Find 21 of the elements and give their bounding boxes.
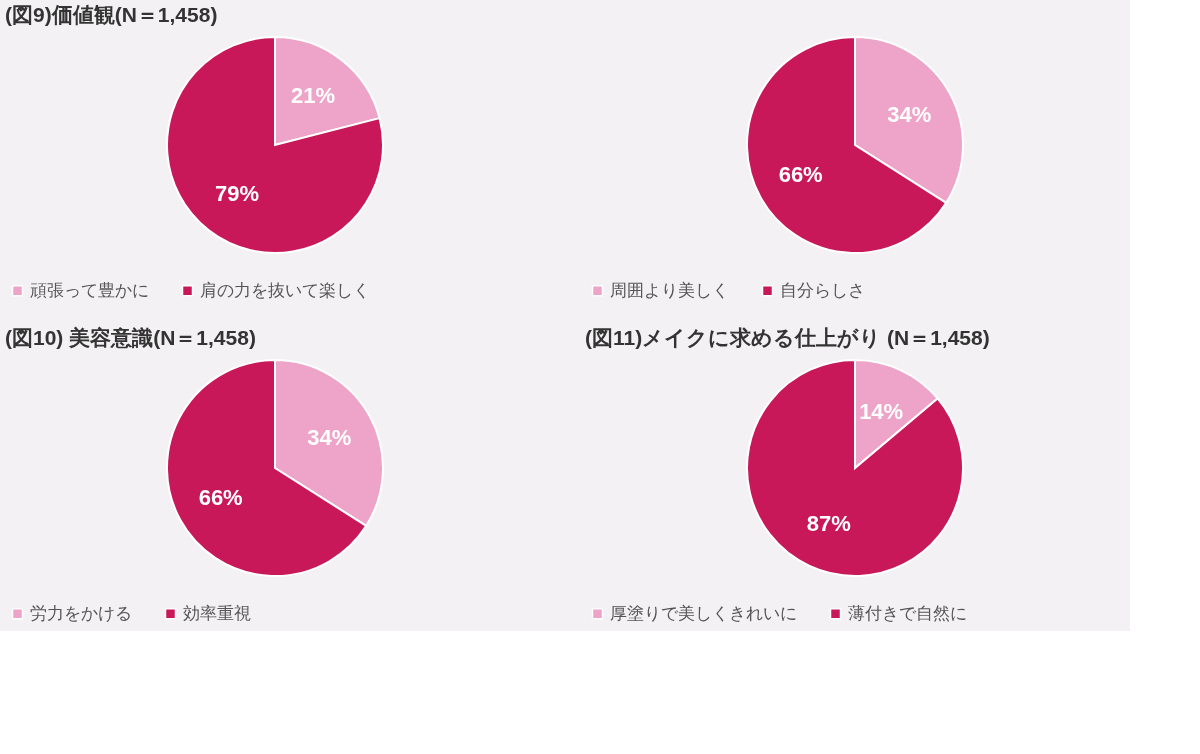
- data-label: 87%: [806, 511, 851, 537]
- legend-label: 効率重視: [183, 603, 251, 623]
- data-label: 14%: [859, 398, 904, 424]
- chart-title: (図9)価値観(N＝1,458): [5, 3, 218, 26]
- legend-label: 周囲より美しく: [610, 280, 729, 300]
- data-label: 34%: [887, 102, 932, 128]
- pie-slice: [166, 36, 384, 254]
- data-label: 66%: [778, 161, 823, 187]
- legend-label: 自分らしさ: [780, 280, 865, 300]
- data-label: 34%: [307, 425, 352, 451]
- data-label: 79%: [214, 180, 260, 206]
- chart-title: (図10) 美容意識(N＝1,458): [5, 326, 256, 349]
- legend-label: 薄付きで自然に: [848, 603, 967, 623]
- legend-label: 肩の力を抜いて楽しく: [200, 280, 370, 300]
- legend-label: 厚塗りで美しくきれいに: [610, 603, 797, 623]
- pie-slice: [746, 359, 964, 577]
- chart-title: (図11)メイクに求める仕上がり (N＝1,458): [585, 326, 990, 349]
- legend-label: 頑張って豊かに: [30, 280, 149, 300]
- legend-label: 労力をかける: [30, 603, 132, 623]
- data-label: 21%: [290, 83, 336, 109]
- data-label: 66%: [198, 484, 243, 510]
